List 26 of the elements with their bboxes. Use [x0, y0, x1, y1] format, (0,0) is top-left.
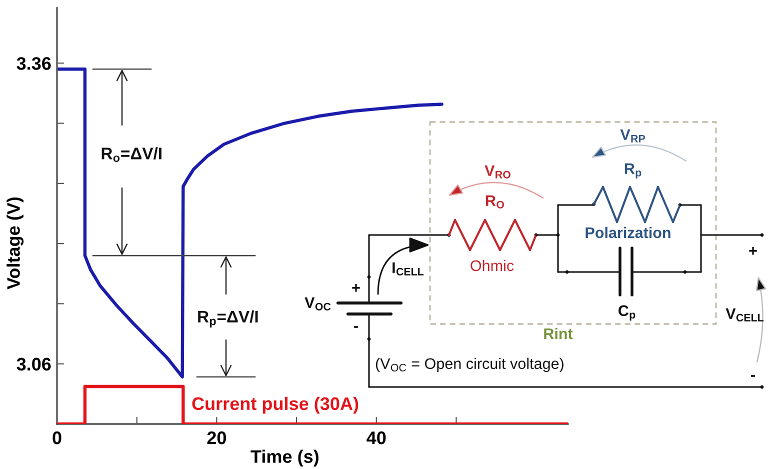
annotation: (V$_{OC}$ = Open circuit voltage) — [376, 358, 564, 372]
annotation: - — [354, 326, 358, 328]
annotation: Ohmic — [470, 260, 514, 272]
series-label: Current pulse (30A) — [192, 396, 358, 414]
x-tick-label: 40 — [366, 431, 386, 444]
text: + — [749, 246, 757, 255]
annotation: R$_{p}$=ΔV/I — [198, 310, 258, 328]
annotation: V$_{RO}$ — [484, 165, 510, 178]
annotation: Rint — [544, 328, 573, 340]
y-tick-label: 3.06 — [16, 358, 51, 371]
x-tick-label: 0 — [52, 431, 62, 444]
y-tick-label: 3.36 — [16, 57, 51, 70]
text: V$_{RP}$ — [620, 129, 645, 142]
annotation: V$_{OC}$ — [304, 297, 331, 310]
x-axis-title: Time (s) — [250, 450, 318, 467]
text: R$_{p}$ — [624, 163, 642, 179]
text: V$_{CELL}$ — [726, 308, 764, 322]
y-axis-title: Voltage (V) — [6, 197, 24, 290]
text: C$_{p}$ — [618, 305, 636, 321]
annotation: R$_{o}$=ΔV/I — [102, 147, 162, 162]
annotation: I$_{CELL}$ — [392, 262, 424, 276]
text: Polarization — [586, 226, 670, 238]
annotation: R$_{O}$ — [486, 195, 504, 208]
x-tick-label: 20 — [207, 431, 226, 444]
text: - — [751, 375, 755, 377]
annotation: + — [352, 284, 360, 292]
